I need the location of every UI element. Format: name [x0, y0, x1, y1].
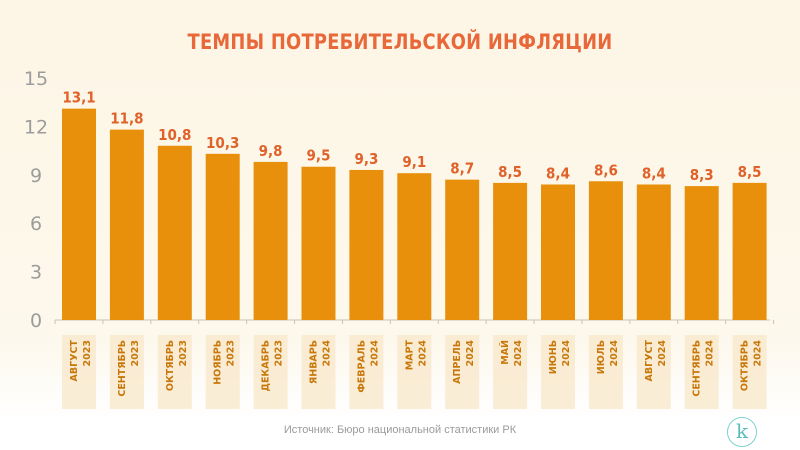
bar: [588, 181, 623, 320]
category-year-label: 2024: [705, 340, 716, 367]
bar: [397, 173, 432, 320]
category-label-box: [62, 335, 96, 409]
category-year-label: 2023: [226, 340, 237, 366]
data-label: 8,7: [450, 160, 474, 178]
category-label-box: [636, 335, 671, 409]
bar: [205, 153, 240, 320]
category-label-box: [541, 335, 575, 409]
data-label: 8,3: [690, 166, 714, 184]
category-month-label: ЯНВАРЬ: [309, 340, 320, 384]
category-month-label: ДЕКАБРЬ: [261, 340, 272, 392]
bar: [62, 108, 96, 320]
bar: [684, 186, 719, 320]
category-year-label: 2023: [130, 340, 141, 366]
data-label: 9,1: [402, 153, 426, 171]
category-label-box: [205, 335, 240, 409]
y-tick-label: 0: [30, 310, 42, 332]
category-label-box: [397, 335, 432, 409]
bar: [109, 129, 144, 320]
bar: [445, 179, 480, 320]
y-tick-label: 15: [24, 68, 48, 90]
category-year-label: 2024: [369, 340, 380, 367]
category-month-label: ФЕВРАЛЬ: [356, 340, 367, 393]
category-label-box: [349, 335, 384, 409]
category-year-label: 2024: [609, 340, 620, 367]
bar: [157, 145, 192, 320]
category-label-box: [445, 335, 480, 409]
category-month-label: ОКТЯБРЬ: [740, 340, 751, 391]
category-month-label: АВГУСТ: [69, 339, 80, 381]
bar: [253, 161, 288, 320]
category-label-box: [732, 335, 767, 409]
category-month-label: АПРЕЛЬ: [452, 340, 463, 384]
category-month-label: ИЮНЬ: [548, 340, 559, 374]
bar: [301, 166, 336, 320]
category-label-box: [684, 335, 719, 409]
y-tick-label: 6: [30, 213, 42, 235]
data-label: 8,5: [738, 163, 762, 181]
category-year-label: 2023: [274, 340, 285, 366]
category-label-box: [301, 335, 336, 409]
category-year-label: 2023: [178, 340, 189, 366]
y-tick-label: 3: [30, 262, 42, 284]
data-label: 11,8: [110, 110, 143, 128]
category-label-box: [157, 335, 192, 409]
y-tick-label: 9: [30, 165, 42, 187]
chart-title: ТЕМПЫ ПОТРЕБИТЕЛЬСКОЙ ИНФЛЯЦИИ: [187, 30, 613, 54]
data-label: 13,1: [62, 89, 95, 107]
category-year-label: 2024: [417, 340, 428, 367]
y-tick-label: 12: [24, 116, 48, 138]
category-year-label: 2024: [513, 340, 524, 367]
category-year-label: 2024: [465, 340, 476, 367]
bar: [732, 182, 767, 320]
bar: [493, 182, 528, 320]
data-label: 9,3: [354, 150, 378, 168]
data-label: 8,5: [498, 163, 522, 181]
data-label: 9,5: [307, 147, 331, 165]
source-note: Источник: Бюро национальной статистики Р…: [283, 424, 517, 436]
bar: [541, 184, 575, 320]
category-year-label: 2024: [657, 340, 668, 367]
category-label-box: [588, 335, 623, 409]
data-label: 8,4: [546, 164, 570, 182]
bar: [349, 169, 384, 320]
logo-k: k: [727, 417, 757, 447]
category-label-box: [493, 335, 528, 409]
category-month-label: СЕНТЯБРЬ: [692, 340, 703, 397]
bar: [636, 184, 671, 320]
data-label: 10,8: [158, 126, 191, 144]
category-year-label: 2023: [82, 340, 93, 366]
category-month-label: АВГУСТ: [644, 339, 655, 381]
category-year-label: 2024: [753, 340, 764, 367]
category-label-box: [253, 335, 288, 409]
category-month-label: НОЯБРЬ: [213, 340, 224, 385]
data-label: 8,4: [642, 164, 666, 182]
data-label: 8,6: [594, 161, 618, 179]
data-label: 9,8: [259, 142, 283, 160]
data-label: 10,3: [206, 134, 239, 152]
category-year-label: 2024: [322, 340, 333, 367]
category-year-label: 2024: [561, 340, 572, 367]
category-month-label: ОКТЯБРЬ: [165, 340, 176, 391]
category-label-box: [109, 335, 144, 409]
category-month-label: МАРТ: [404, 339, 415, 370]
category-month-label: ИЮЛЬ: [596, 340, 607, 374]
category-month-label: МАЙ: [499, 340, 511, 365]
category-month-label: СЕНТЯБРЬ: [117, 340, 128, 397]
